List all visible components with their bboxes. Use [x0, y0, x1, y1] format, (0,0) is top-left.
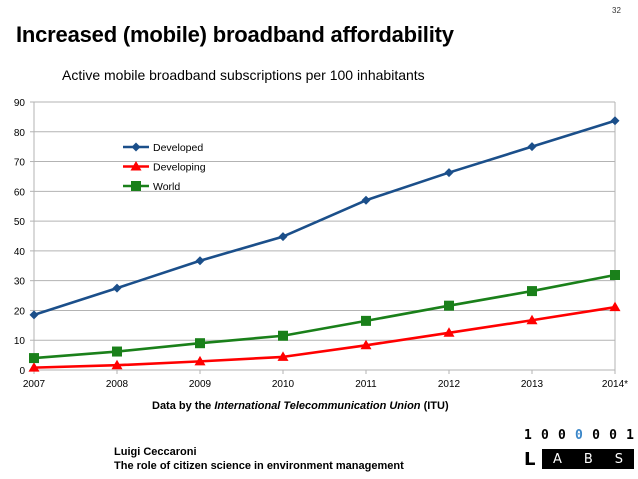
legend-label: Developing	[153, 162, 206, 174]
data-point-developing	[277, 351, 289, 361]
logo-letter: S	[614, 451, 624, 467]
y-tick-label: 10	[14, 336, 26, 347]
legend-marker	[130, 161, 142, 171]
data-point-developed	[361, 195, 371, 205]
data-point-developing	[526, 314, 538, 325]
data-point-developed	[444, 168, 454, 178]
footer-author-block: Luigi Ceccaroni The role of citizen scie…	[114, 445, 404, 473]
data-point-developed	[112, 283, 122, 293]
series-developing	[28, 301, 621, 372]
data-point-world	[361, 315, 371, 326]
slide-number: 32	[612, 6, 621, 15]
data-point-developed	[527, 142, 537, 152]
legend: Developed Developing World	[123, 142, 206, 193]
series-world	[29, 270, 620, 364]
x-tick-label: 2014*	[602, 379, 628, 390]
series-developed	[29, 116, 620, 320]
series-group	[28, 116, 621, 372]
y-tick-labels: 0 10 20 30 40 50 60 70 80 90	[14, 98, 26, 377]
logo-digit: 0	[592, 428, 600, 443]
source-suffix: (ITU)	[420, 400, 449, 412]
logo-l-letter: L	[524, 448, 536, 470]
data-point-world	[610, 270, 620, 281]
data-point-developing	[111, 359, 123, 370]
legend-item-developing: Developing	[123, 161, 206, 174]
x-tick-label: 2011	[355, 379, 377, 390]
talk-title: The role of citizen science in environme…	[114, 460, 404, 472]
y-tick-label: 20	[14, 306, 26, 317]
grid-lines	[34, 101, 615, 371]
logo-digit: 1	[626, 428, 634, 443]
y-tick-label: 70	[14, 158, 26, 169]
data-point-world	[195, 338, 205, 349]
x-tick-label: 2007	[23, 379, 46, 390]
source-prefix: Data by the	[152, 400, 215, 412]
author-name: Luigi Ceccaroni	[114, 446, 197, 458]
data-point-world	[112, 346, 122, 357]
logo-digit: 0	[541, 428, 549, 443]
data-point-developing	[360, 339, 372, 350]
line-chart: 0 10 20 30 40 50 60 70 80 90 2007 2008 2009 2010 2011…	[14, 98, 628, 390]
logo-letter: A	[552, 451, 562, 467]
x-tick-label: 2013	[521, 379, 544, 390]
logo-digit: 0	[575, 428, 583, 443]
data-point-world	[278, 330, 288, 341]
legend-item-world: World	[123, 181, 180, 193]
y-tick-label: 80	[14, 128, 26, 139]
slide-title: Increased (mobile) broadband affordabili…	[16, 22, 454, 47]
data-point-world	[444, 300, 454, 311]
logo-letter: B	[583, 451, 593, 467]
data-point-developed	[29, 310, 39, 320]
x-tick-label: 2009	[189, 379, 212, 390]
series-line-developed	[33, 119, 616, 317]
legend-marker	[131, 181, 141, 191]
legend-marker	[131, 142, 141, 152]
y-tick-label: 40	[14, 247, 26, 258]
logo-digit: 0	[558, 428, 566, 443]
data-point-developed	[195, 256, 205, 266]
y-tick-label: 50	[14, 217, 26, 228]
source-organization: International Telecommunication Union	[214, 400, 421, 412]
y-tick-label: 0	[19, 366, 25, 377]
data-point-developing	[28, 362, 40, 372]
x-tick-label: 2010	[272, 379, 295, 390]
x-tick-label: 2008	[106, 379, 129, 390]
data-point-developed	[610, 116, 620, 126]
data-source-note: Data by the International Telecommunicat…	[152, 400, 449, 412]
data-point-developing	[194, 355, 206, 366]
legend-item-developed: Developed	[123, 142, 203, 154]
logo-digit: 0	[609, 428, 617, 443]
logo-digit: 1	[524, 428, 532, 443]
axes	[30, 101, 616, 374]
y-tick-label: 90	[14, 98, 26, 109]
legend-label: World	[153, 181, 180, 193]
data-point-world	[527, 286, 537, 297]
data-point-world	[29, 353, 39, 364]
y-tick-label: 60	[14, 187, 26, 198]
data-point-developing	[443, 327, 455, 337]
data-point-developing	[609, 301, 621, 312]
x-tick-labels: 2007 2008 2009 2010 2011 2012 2013 2014*	[23, 379, 628, 390]
x-tick-label: 2012	[438, 379, 461, 390]
chart-title: Active mobile broadband subscriptions pe…	[62, 67, 425, 83]
series-line-developing	[33, 305, 616, 369]
y-tick-label: 30	[14, 277, 26, 288]
data-point-developed	[278, 232, 288, 242]
legend-label: Developed	[153, 142, 203, 154]
series-line-world	[33, 273, 616, 360]
